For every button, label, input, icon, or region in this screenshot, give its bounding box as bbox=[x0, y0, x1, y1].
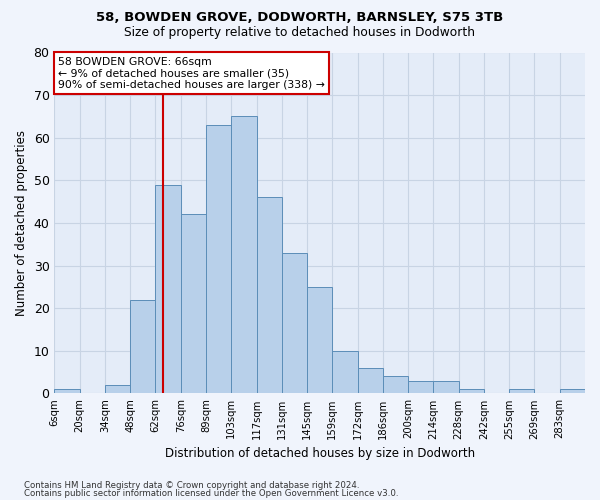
Text: Contains HM Land Registry data © Crown copyright and database right 2024.: Contains HM Land Registry data © Crown c… bbox=[24, 480, 359, 490]
Bar bbox=[282, 253, 307, 394]
Text: Contains public sector information licensed under the Open Government Licence v3: Contains public sector information licen… bbox=[24, 489, 398, 498]
Y-axis label: Number of detached properties: Number of detached properties bbox=[15, 130, 28, 316]
Text: 58 BOWDEN GROVE: 66sqm
← 9% of detached houses are smaller (35)
90% of semi-deta: 58 BOWDEN GROVE: 66sqm ← 9% of detached … bbox=[58, 57, 325, 90]
Text: Size of property relative to detached houses in Dodworth: Size of property relative to detached ho… bbox=[125, 26, 476, 39]
Bar bbox=[408, 380, 433, 394]
Bar bbox=[155, 184, 181, 394]
Bar bbox=[257, 198, 282, 394]
Text: 58, BOWDEN GROVE, DODWORTH, BARNSLEY, S75 3TB: 58, BOWDEN GROVE, DODWORTH, BARNSLEY, S7… bbox=[97, 11, 503, 24]
Bar bbox=[206, 125, 231, 394]
Bar bbox=[181, 214, 206, 394]
Bar bbox=[458, 389, 484, 394]
X-axis label: Distribution of detached houses by size in Dodworth: Distribution of detached houses by size … bbox=[164, 447, 475, 460]
Bar bbox=[358, 368, 383, 394]
Bar bbox=[560, 389, 585, 394]
Bar bbox=[509, 389, 535, 394]
Bar bbox=[383, 376, 408, 394]
Bar bbox=[332, 351, 358, 394]
Bar bbox=[433, 380, 458, 394]
Bar bbox=[105, 385, 130, 394]
Bar bbox=[307, 287, 332, 394]
Bar bbox=[130, 300, 155, 394]
Bar bbox=[231, 116, 257, 394]
Bar bbox=[55, 389, 80, 394]
